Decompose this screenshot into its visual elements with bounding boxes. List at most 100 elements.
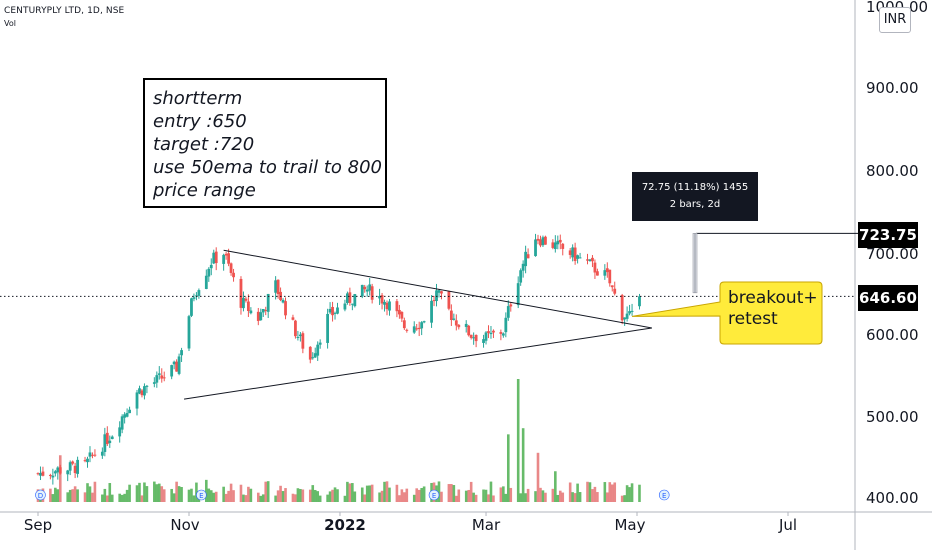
measure-tooltip: 72.75 (11.18%) 1455 2 bars, 2d	[632, 172, 758, 221]
candle-body	[331, 306, 334, 316]
candle-body	[160, 375, 164, 379]
callout-text[interactable]: breakout+ retest	[728, 288, 818, 330]
volume-bar	[521, 428, 525, 502]
price-axis-label: 800.00	[866, 162, 919, 180]
candle-body	[86, 458, 89, 463]
candle-body	[630, 310, 634, 312]
volume-bar	[625, 485, 629, 502]
candle-body	[274, 280, 278, 293]
candle-body	[541, 237, 545, 246]
volume-bar	[464, 490, 468, 502]
volume-bar	[568, 482, 572, 502]
volume-bar	[447, 484, 451, 502]
volume-bar	[417, 489, 421, 502]
volume-bar	[591, 489, 594, 502]
volume-bar	[544, 492, 547, 502]
candle-body	[125, 413, 129, 417]
volume-bar	[504, 493, 508, 502]
volume-bar	[551, 488, 555, 502]
volume-bar	[214, 491, 218, 502]
candle-body	[91, 454, 94, 456]
volume-bar	[316, 491, 320, 502]
candle-body	[405, 329, 409, 331]
volume-bar	[336, 489, 339, 502]
candle-body	[311, 357, 315, 359]
candle-body	[492, 330, 495, 333]
volume-bar	[556, 494, 560, 502]
candle-body	[544, 236, 547, 245]
volume-bar	[192, 495, 196, 502]
candle-body	[190, 298, 193, 316]
candle-body	[558, 239, 562, 243]
volume-bar	[239, 484, 243, 502]
x-axis-label: 2022	[324, 516, 366, 534]
candle-body	[239, 278, 243, 308]
volume-bar	[110, 494, 114, 502]
volume-bar	[346, 481, 349, 502]
candle-body	[93, 454, 97, 456]
candle-body	[68, 462, 72, 471]
x-axis-label: Sep	[23, 516, 53, 534]
volume-bar	[227, 490, 230, 502]
candle-body	[83, 460, 87, 462]
candle-body	[261, 308, 265, 313]
volume-bar	[440, 491, 443, 502]
volume-bar	[363, 494, 367, 502]
candle-body	[298, 334, 302, 337]
candle-body	[385, 302, 389, 310]
candle-body	[596, 271, 599, 276]
candle-body	[521, 263, 525, 271]
candle-body	[608, 269, 612, 284]
candle-body	[568, 250, 572, 255]
volume-bar	[140, 495, 144, 502]
volume-bar	[76, 489, 79, 502]
trade-note[interactable]: shortterm entry :650 target :720 use 50e…	[143, 78, 387, 208]
event-marker-label: D	[38, 492, 43, 500]
volume-bar	[247, 486, 250, 502]
currency-unit-button[interactable]: INR	[879, 7, 911, 33]
volume-legend: Vol	[4, 19, 16, 28]
volume-bar	[328, 491, 332, 502]
volume-bar	[561, 492, 565, 502]
volume-bar	[506, 434, 510, 502]
candle-body	[397, 309, 401, 315]
volume-bar	[301, 489, 305, 502]
price-axis-label: 700.00	[866, 245, 919, 263]
volume-bar	[368, 485, 371, 502]
candle-body	[212, 252, 216, 264]
x-axis-label: Nov	[170, 516, 200, 534]
candle-body	[73, 465, 77, 474]
candle-body	[519, 270, 523, 283]
candle-body	[214, 251, 218, 264]
candle-body	[326, 313, 330, 343]
volume-bar	[187, 489, 191, 502]
volume-bar	[516, 379, 520, 502]
candle-body	[276, 279, 280, 295]
volume-bar	[492, 495, 495, 502]
event-marker-label: E	[662, 492, 666, 500]
volume-bar	[177, 486, 181, 502]
volume-bar	[554, 471, 557, 502]
candle-body	[227, 253, 230, 264]
candle-body	[593, 262, 597, 273]
volume-bar	[455, 495, 458, 502]
candle-body	[578, 257, 582, 259]
candle-body	[41, 471, 45, 476]
volume-bar	[412, 494, 416, 502]
volume-bar	[360, 487, 364, 502]
candle-body	[469, 334, 473, 338]
candle-body	[128, 409, 131, 414]
volume-bar	[610, 484, 614, 502]
candle-body	[336, 307, 339, 314]
volume-bar	[450, 484, 453, 502]
candle-body	[383, 301, 386, 305]
candle-body	[388, 301, 391, 311]
volume-bar	[586, 481, 589, 502]
candle-body	[175, 361, 179, 372]
volume-bar	[353, 491, 357, 502]
volume-bar	[56, 489, 60, 502]
x-axis-label: Jul	[778, 516, 798, 534]
volume-bar	[205, 479, 208, 502]
